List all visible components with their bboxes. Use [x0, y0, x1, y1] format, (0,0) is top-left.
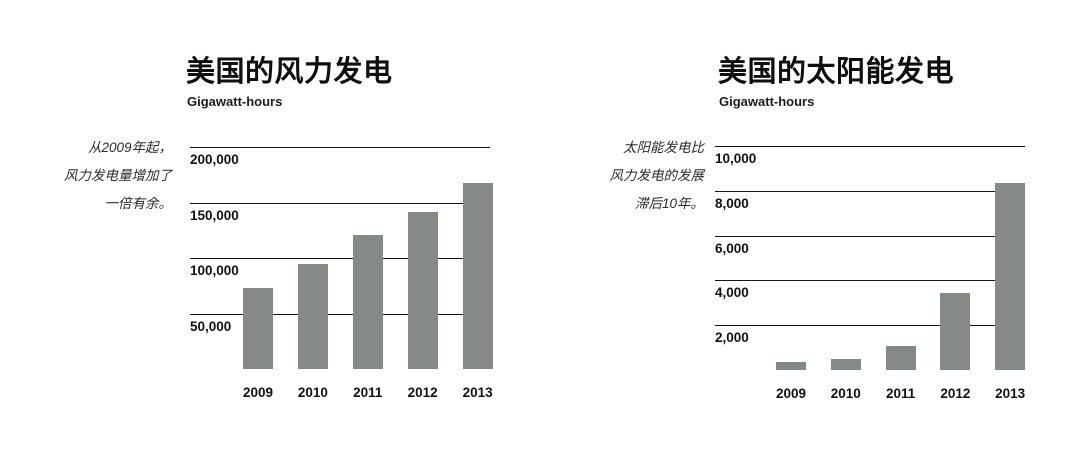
y-axis-tick-label: 8,000	[715, 195, 749, 211]
bar-2011	[352, 234, 383, 369]
gridline-6000	[715, 235, 1025, 237]
gridline-2000	[715, 325, 1025, 327]
annotation-line: 一倍有余。	[104, 196, 173, 211]
annotation-line: 从2009年起，	[87, 140, 172, 155]
gridline-200000	[190, 147, 490, 148]
solar-chart-plot: 10,000 8,000 6,000 4,000 2,000 2009 2010 2011 20…	[715, 146, 1026, 401]
wind-chart-annotation: 从2009年起， 风力发电量增加了 一倍有余。	[22, 134, 172, 218]
y-axis-tick-label: 150,000	[190, 207, 239, 223]
x-axis-tick-label: 2009	[775, 386, 807, 401]
gridline-8000	[715, 190, 1025, 192]
x-axis-tick-label: 2012	[940, 386, 971, 401]
bar-2013	[462, 182, 493, 369]
y-axis-tick-label: 4,000	[715, 285, 749, 301]
y-axis-tick-label: 2,000	[715, 330, 749, 346]
solar-chart-annotation: 太阳能发电比 风力发电的发展 滞后10年。	[558, 134, 705, 218]
gridline-50000	[190, 313, 490, 315]
y-axis-tick-label: 6,000	[715, 240, 749, 256]
wind-chart-unit-label: Gigawatt-hours	[187, 94, 283, 109]
wind-chart-title: 美国的风力发电	[186, 56, 393, 88]
gridline-150000	[190, 202, 490, 204]
solar-chart-unit-label: Gigawatt-hours	[719, 94, 815, 109]
x-axis-tick-label: 2013	[995, 386, 1026, 401]
solar-chart-title: 美国的太阳能发电	[718, 56, 955, 88]
bar-2009	[776, 362, 806, 370]
y-axis-tick-label: 100,000	[190, 263, 239, 278]
annotation-line: 滞后10年。	[634, 196, 704, 211]
bar-2009	[243, 287, 273, 369]
bar-2012	[407, 211, 438, 369]
x-axis-tick-label: 2011	[885, 386, 916, 401]
bar-2011	[885, 346, 916, 370]
bar-2012	[940, 292, 971, 370]
annotation-line: 太阳能发电比	[623, 140, 704, 155]
annotation-line: 风力发电量增加了	[64, 168, 172, 183]
x-axis-tick-label: 2011	[353, 385, 383, 400]
x-axis-tick-label: 2013	[462, 385, 493, 400]
bar-2010	[297, 263, 328, 369]
y-axis-tick-label: 200,000	[190, 152, 239, 167]
y-axis-tick-label: 50,000	[190, 318, 232, 334]
wind-chart-plot: 200,000 150,000 100,000 50,000 2009 2010 2011 2…	[190, 147, 493, 400]
bar-2013	[995, 182, 1026, 370]
x-axis-tick-label: 2010	[297, 385, 328, 400]
y-axis-tick-label: 10,000	[715, 151, 757, 166]
x-axis-tick-label: 2010	[830, 386, 861, 401]
gridline-10000	[715, 146, 1025, 147]
x-axis-tick-label: 2009	[242, 385, 274, 400]
bar-2010	[830, 358, 861, 370]
annotation-line: 风力发电的发展	[609, 168, 705, 183]
x-axis-tick-label: 2012	[407, 385, 438, 400]
gridline-4000	[715, 280, 1025, 282]
gridline-100000	[190, 258, 490, 259]
